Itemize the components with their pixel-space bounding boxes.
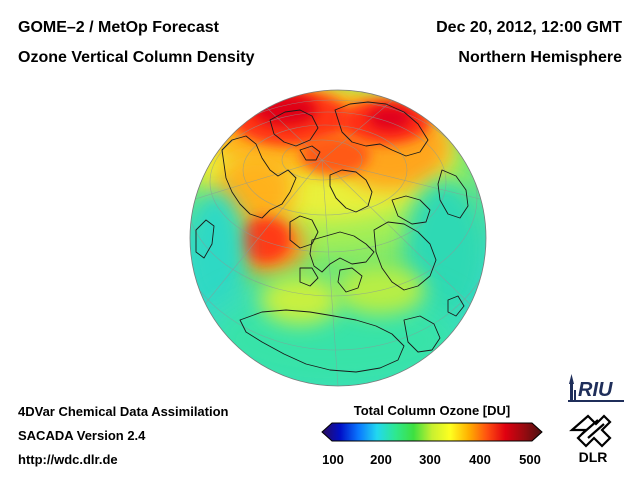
colorbar-title: Total Column Ozone [DU] (353, 403, 511, 418)
riu-tower-icon (569, 374, 576, 400)
dlr-logo-text: DLR (579, 449, 608, 465)
dlr-emblem-icon (569, 414, 612, 448)
title-left-2: Ozone Vertical Column Density (18, 49, 255, 66)
colorbar-gradient (321, 422, 543, 442)
title-right-region: Northern Hemisphere (458, 49, 622, 66)
globe-outline (189, 89, 487, 387)
riu-logo: RIU (568, 374, 624, 402)
footer-url[interactable]: http://wdc.dlr.de (18, 452, 118, 467)
colorbar-tick-300: 300 (419, 452, 441, 467)
graticule (190, 90, 486, 386)
ozone-field (190, 90, 486, 386)
footer-version: SACADA Version 2.4 (18, 428, 146, 443)
dlr-logo: DLR (569, 414, 612, 465)
title-left-1: GOME–2 / MetOp Forecast (18, 19, 219, 36)
colorbar (321, 422, 543, 442)
colorbar-tick-500: 500 (519, 452, 541, 467)
coastlines (195, 101, 469, 373)
colorbar-tick-400: 400 (469, 452, 491, 467)
title-right-date: Dec 20, 2012, 12:00 GMT (436, 19, 622, 36)
colorbar-tick-200: 200 (370, 452, 392, 467)
colorbar-tick-100: 100 (322, 452, 344, 467)
riu-logo-text: RIU (578, 379, 613, 401)
footer-assimilation: 4DVar Chemical Data Assimilation (18, 404, 229, 419)
